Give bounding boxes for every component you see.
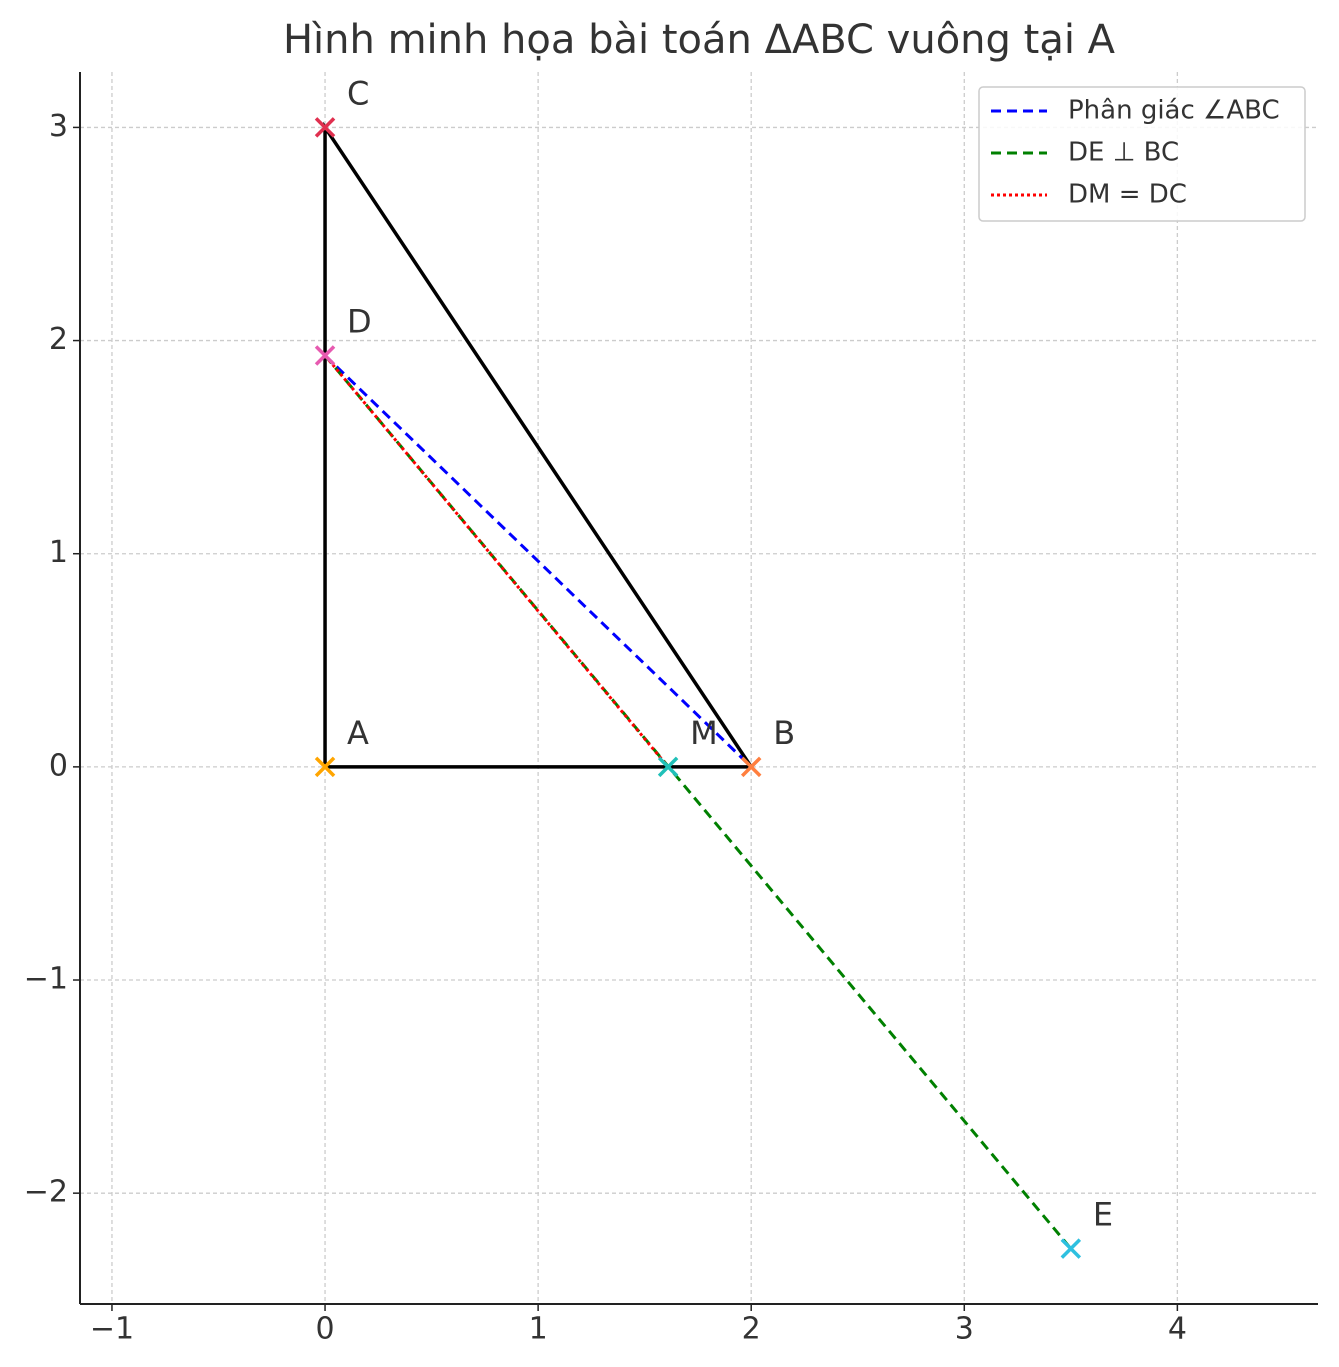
point-marker (314, 345, 336, 366)
point-marker (1060, 1238, 1082, 1259)
point-marker (657, 756, 679, 778)
point-label: M (690, 714, 718, 752)
y-tick-label: 3 (49, 109, 68, 144)
legend-box (978, 86, 1306, 222)
point-label: D (347, 302, 372, 340)
y-tick-label: −2 (24, 1175, 68, 1210)
point-label: E (1093, 1196, 1113, 1234)
point-marker (314, 117, 336, 138)
point-label: B (773, 714, 795, 752)
point-marker (740, 756, 762, 778)
legend-label: DE ⊥ BC (1068, 138, 1179, 168)
chart-title: Hình minh họa bài toán ΔABC vuông tại A (283, 17, 1116, 63)
y-tick-label: 2 (49, 322, 68, 357)
y-tick-label: −1 (24, 962, 68, 997)
x-tick-label: 3 (955, 1312, 974, 1347)
x-tick-label: 4 (1168, 1312, 1187, 1347)
point-label: C (347, 74, 369, 112)
point-marker (314, 756, 336, 778)
series-line (324, 354, 753, 768)
legend-label: Phân giác ∠ABC (1068, 96, 1280, 126)
legend-label: DM = DC (1068, 180, 1187, 210)
x-tick-label: 1 (529, 1312, 548, 1347)
series-line (323, 354, 670, 768)
x-tick-label: −1 (90, 1312, 134, 1347)
triangle (323, 121, 755, 769)
point-label: A (347, 714, 369, 752)
y-tick-label: 1 (49, 535, 68, 570)
x-tick-label: 0 (315, 1312, 334, 1347)
x-tick-label: 2 (742, 1312, 761, 1347)
y-tick-label: 0 (49, 748, 68, 783)
